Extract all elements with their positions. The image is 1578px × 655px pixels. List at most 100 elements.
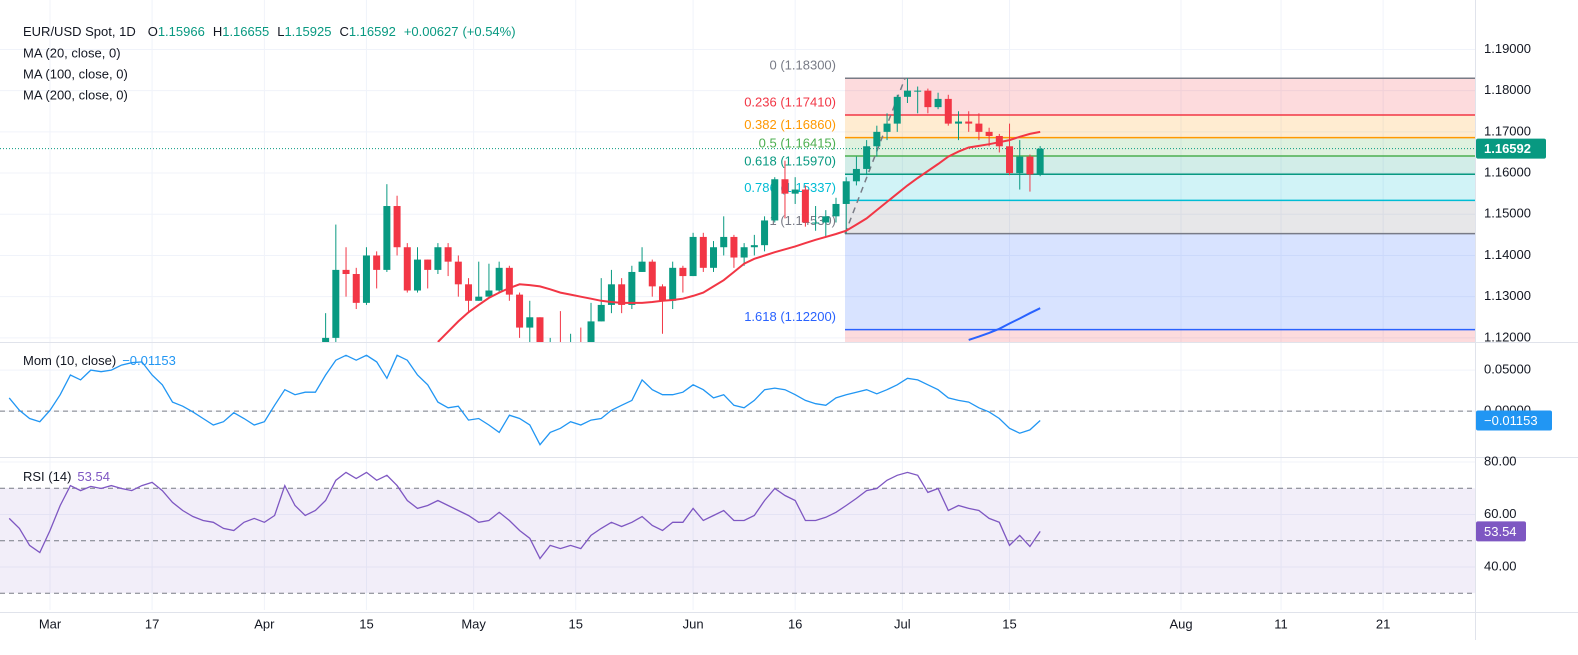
candle-body (842, 181, 850, 204)
candle-body (628, 271, 636, 305)
value-tag (1476, 410, 1552, 431)
candle-body (740, 247, 748, 258)
candle-body (832, 203, 840, 217)
candle-body (985, 131, 993, 136)
legend-entry: MA (100, close, 0) (23, 66, 128, 81)
y-tick-label: 1.18000 (1484, 82, 1531, 97)
x-tick-label: Mar (39, 616, 62, 631)
candle-body (710, 247, 718, 268)
indicator-value: 53.54 (77, 469, 110, 484)
candle-body (893, 96, 901, 124)
x-tick-label: 17 (145, 616, 159, 631)
candle-body (424, 259, 432, 270)
candle-body (995, 135, 1003, 147)
candle-body (954, 121, 962, 124)
x-tick-label: 15 (568, 616, 582, 631)
fib-label: 0.382 (1.16860) (744, 117, 836, 132)
candle-body (852, 168, 860, 182)
candle-body (791, 189, 799, 194)
candle-body (362, 255, 370, 303)
candle-body (965, 121, 973, 124)
x-tick-label: 15 (1002, 616, 1016, 631)
chart-legend: EUR/USD Spot, 1D O1.15966 H1.16655 L1.15925… (23, 24, 516, 39)
x-tick-label: Jun (683, 616, 704, 631)
candle-body (975, 123, 983, 132)
ohlc-letter: H (213, 24, 222, 39)
candle-body (944, 98, 952, 124)
candle-body (352, 274, 360, 303)
candle-body (771, 179, 779, 221)
candle-body (607, 284, 615, 305)
overlay: EUR/USD Spot, 1D O1.15966 H1.16655 L1.15925… (0, 0, 1578, 640)
fib-zone (845, 114, 1475, 138)
change-pct: (+0.54%) (462, 24, 515, 39)
candle-body (383, 206, 391, 270)
candle-body (403, 247, 411, 291)
momentum-pane (0, 343, 1475, 457)
candle-body (1026, 156, 1034, 175)
moving-average (437, 130, 1041, 342)
candle-body (373, 255, 381, 270)
candle-body (689, 236, 697, 277)
y-tick-label: 1.14000 (1484, 247, 1531, 262)
ohlc-value: 1.16655 (222, 24, 269, 39)
x-tick-label: 15 (359, 616, 373, 631)
price-tag (1476, 138, 1546, 159)
candle-body (485, 290, 493, 297)
candle-body (648, 261, 656, 287)
candle-body (393, 206, 401, 248)
candle-body (761, 220, 769, 246)
y-tick-label: 60.00 (1484, 506, 1517, 521)
candle-body (465, 284, 473, 301)
candle-body (332, 269, 340, 338)
y-tick-label: 0.05000 (1484, 362, 1531, 377)
symbol: EUR/USD Spot, 1D (23, 24, 136, 39)
y-tick-label: 1.15000 (1484, 206, 1531, 221)
ohlc-value: 1.15925 (284, 24, 331, 39)
candle-body (638, 261, 646, 272)
candle-body (720, 236, 728, 248)
candle-body (516, 294, 524, 328)
x-tick-label: May (461, 616, 486, 631)
y-tick-label: 40.00 (1484, 558, 1517, 573)
y-tick-label: 1.13000 (1484, 288, 1531, 303)
candle-body (1006, 146, 1014, 174)
candle-body (597, 304, 605, 322)
candle-body (903, 90, 911, 97)
value-tag (1476, 521, 1526, 542)
fib-zone (845, 155, 1475, 175)
value-tag-label: 53.54 (1484, 524, 1517, 539)
indicator-legend: Mom (10, close) −0.01153 (23, 353, 176, 368)
candle-body (669, 267, 677, 301)
candle-body (679, 267, 687, 277)
price-tag-label: 1.16592 (1484, 141, 1531, 156)
y-tick-label: 1.17000 (1484, 123, 1531, 138)
candle-body (812, 222, 820, 224)
y-tick-label: 1.16000 (1484, 164, 1531, 179)
fib-zone (845, 200, 1475, 234)
candle-body (914, 90, 922, 92)
candle-body (454, 261, 462, 285)
x-tick-label: Apr (254, 616, 275, 631)
legend-entry: MA (20, close, 0) (23, 45, 121, 60)
ohlc-value: 1.16592 (349, 24, 396, 39)
x-tick-label: 16 (788, 616, 802, 631)
indicator-line (8, 471, 1041, 560)
candle-body (587, 321, 595, 342)
candle-body (873, 131, 881, 147)
x-tick-label: Aug (1169, 616, 1192, 631)
candle-body (505, 267, 513, 295)
fib-label: 1.618 (1.12200) (744, 309, 836, 324)
indicator-legend: RSI (14) 53.54 (23, 469, 110, 484)
price-pane: 0 (1.18300) 0.236 (1.17410) 0.382 (1.16860… (0, 0, 1475, 342)
candle-body (750, 245, 758, 248)
indicator-name: RSI (14) (23, 469, 71, 484)
fib-label: 0.618 (1.15970) (744, 154, 836, 169)
fib-zone-extension (845, 329, 1475, 342)
value-tag-label: −0.01153 (1484, 413, 1538, 428)
change: +0.00627 (404, 24, 459, 39)
fib-zone (845, 137, 1475, 156)
y-tick-label: 1.12000 (1484, 329, 1531, 344)
